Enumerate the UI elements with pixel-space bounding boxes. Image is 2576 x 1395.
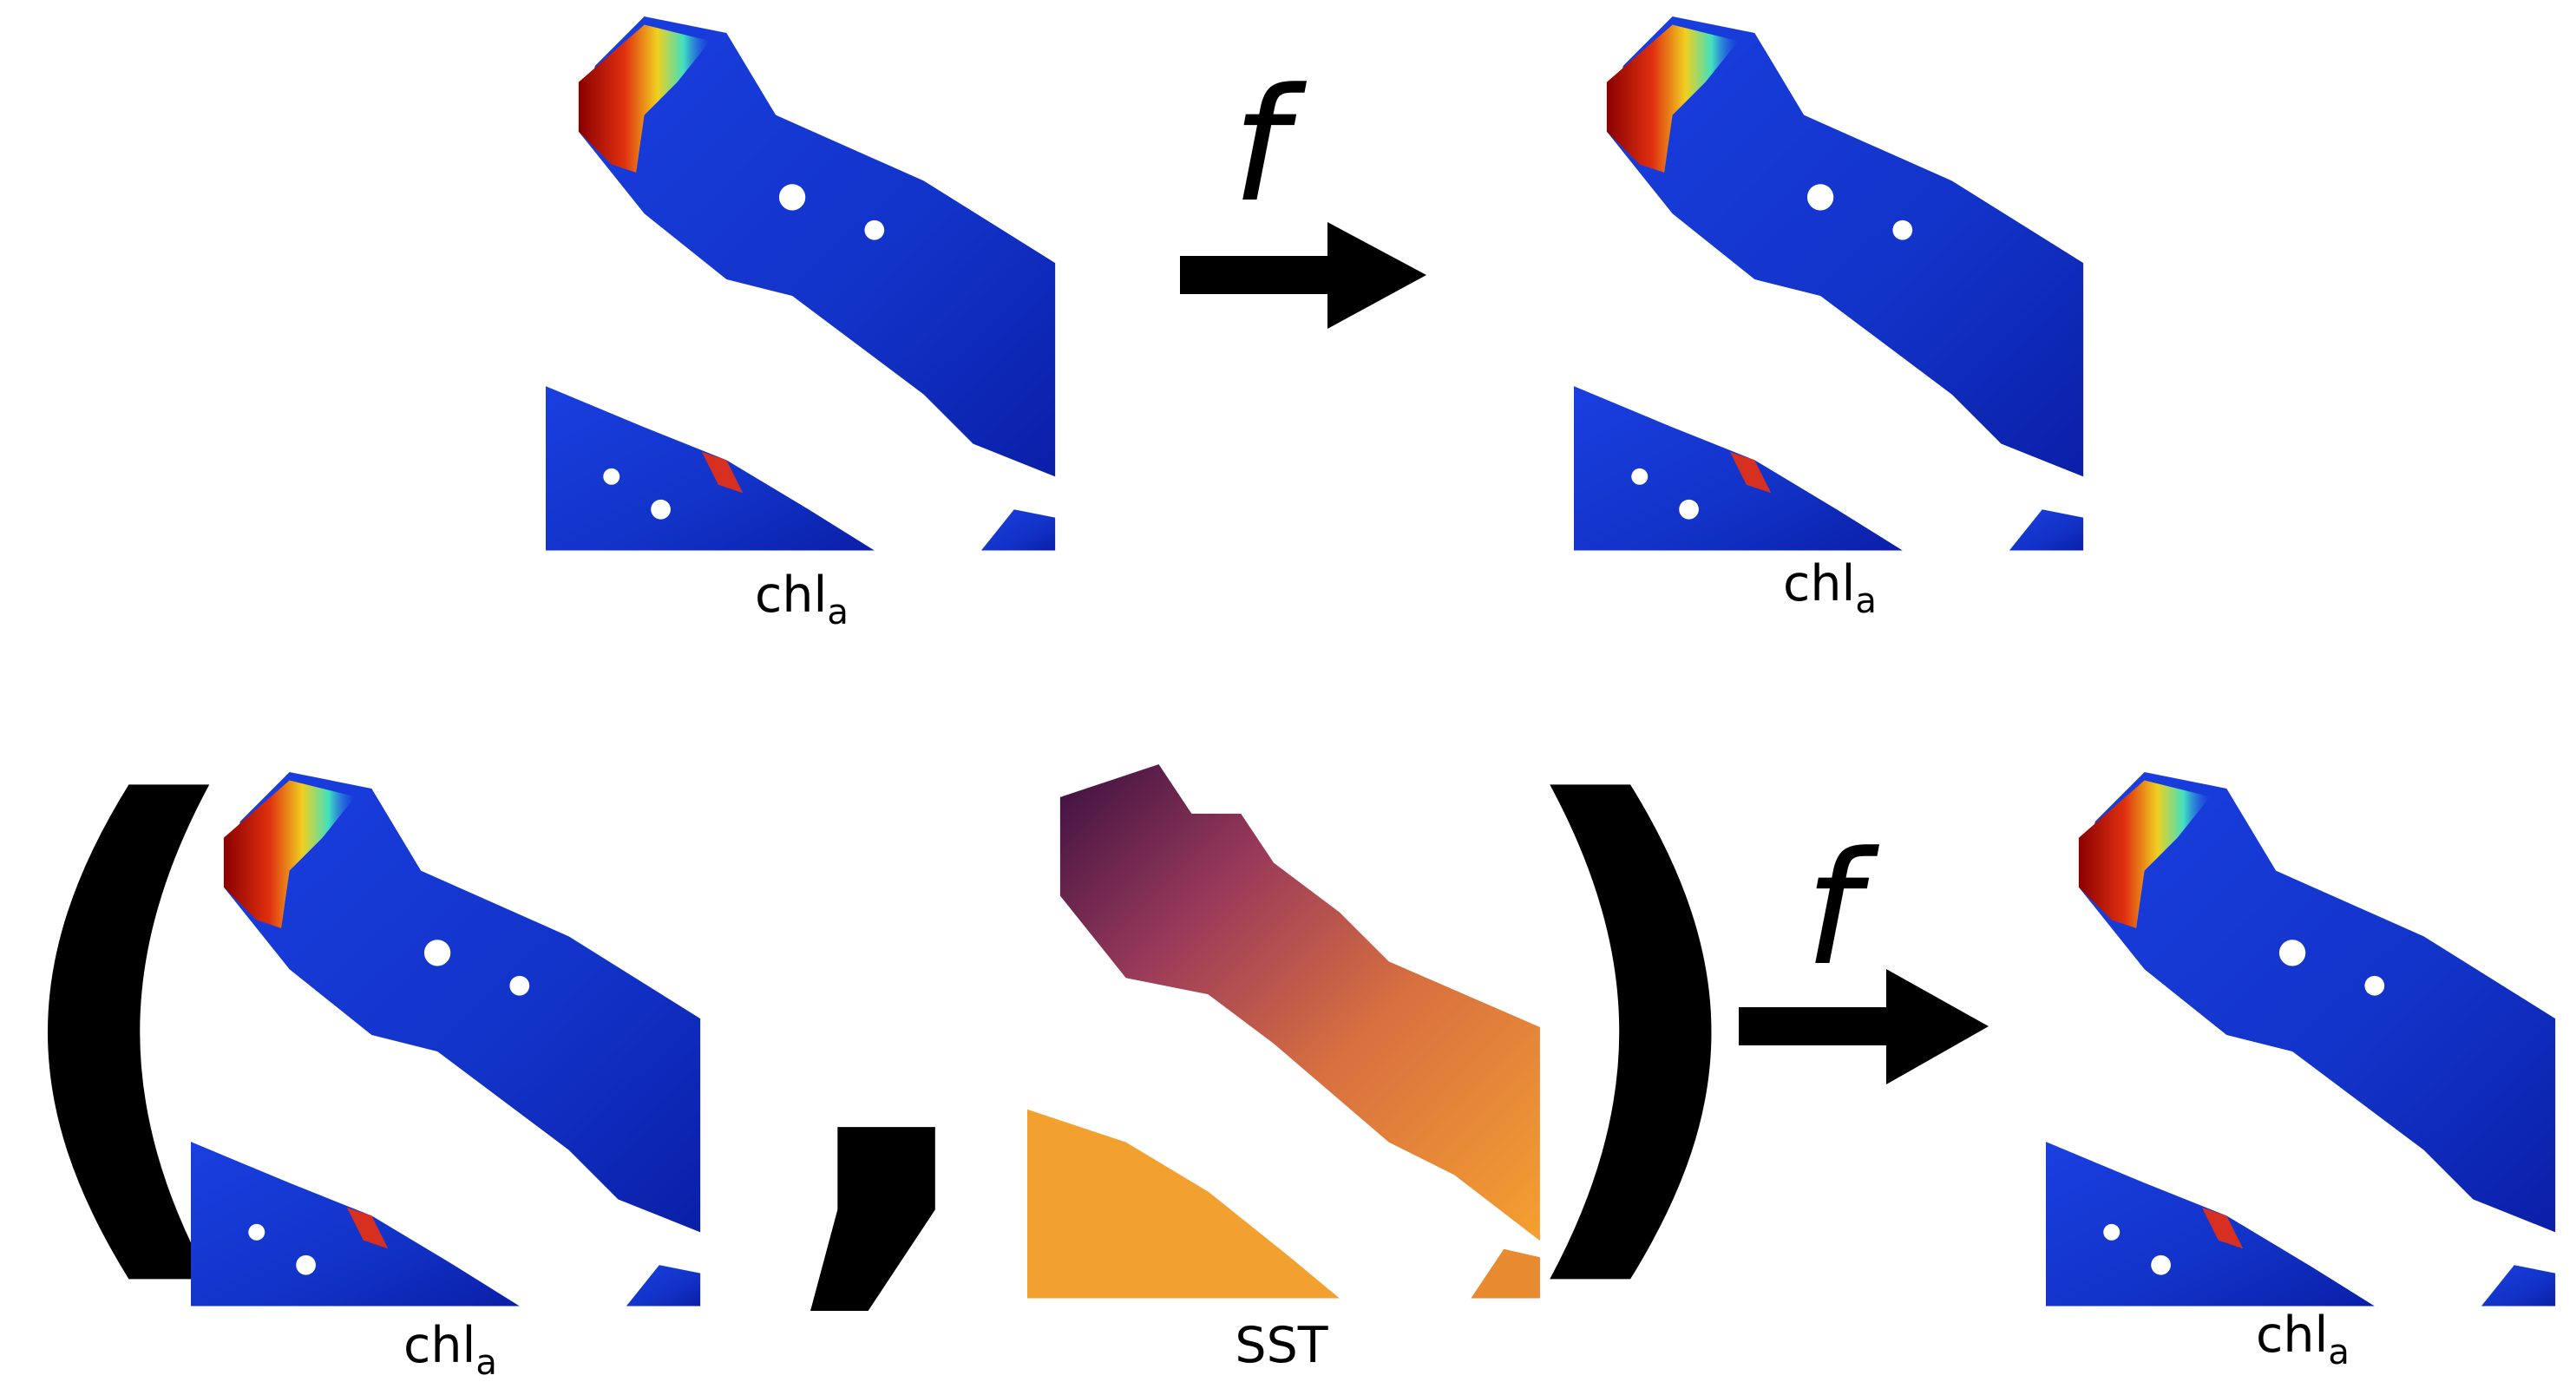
output-label: chla	[1783, 555, 1877, 621]
function-symbol: f	[1232, 56, 1308, 237]
label-subscript: a	[827, 593, 849, 632]
label-subscript: a	[475, 1343, 497, 1383]
label-text: chl	[755, 567, 827, 624]
label-text: chl	[403, 1317, 475, 1374]
input-label: SST	[1235, 1317, 1327, 1374]
chl-map	[191, 772, 701, 1307]
label-subscript: a	[1855, 581, 1877, 621]
arrow	[1180, 222, 1426, 329]
output-label: chla	[2256, 1307, 2350, 1372]
label-subscript: a	[2328, 1333, 2350, 1372]
function-symbol: f	[1805, 819, 1880, 1000]
input-label: chla	[403, 1317, 497, 1383]
chl-map	[2046, 772, 2556, 1307]
sst-map	[1027, 764, 1540, 1299]
chl-map	[546, 16, 1056, 551]
label-text: chl	[2256, 1307, 2328, 1364]
input-label: chla	[755, 567, 849, 632]
label-text: chl	[1783, 555, 1855, 612]
arrow	[1739, 969, 1989, 1084]
chl-map	[1574, 16, 2084, 551]
comma: ,	[781, 717, 992, 1363]
close-paren: )	[1505, 691, 1760, 1337]
